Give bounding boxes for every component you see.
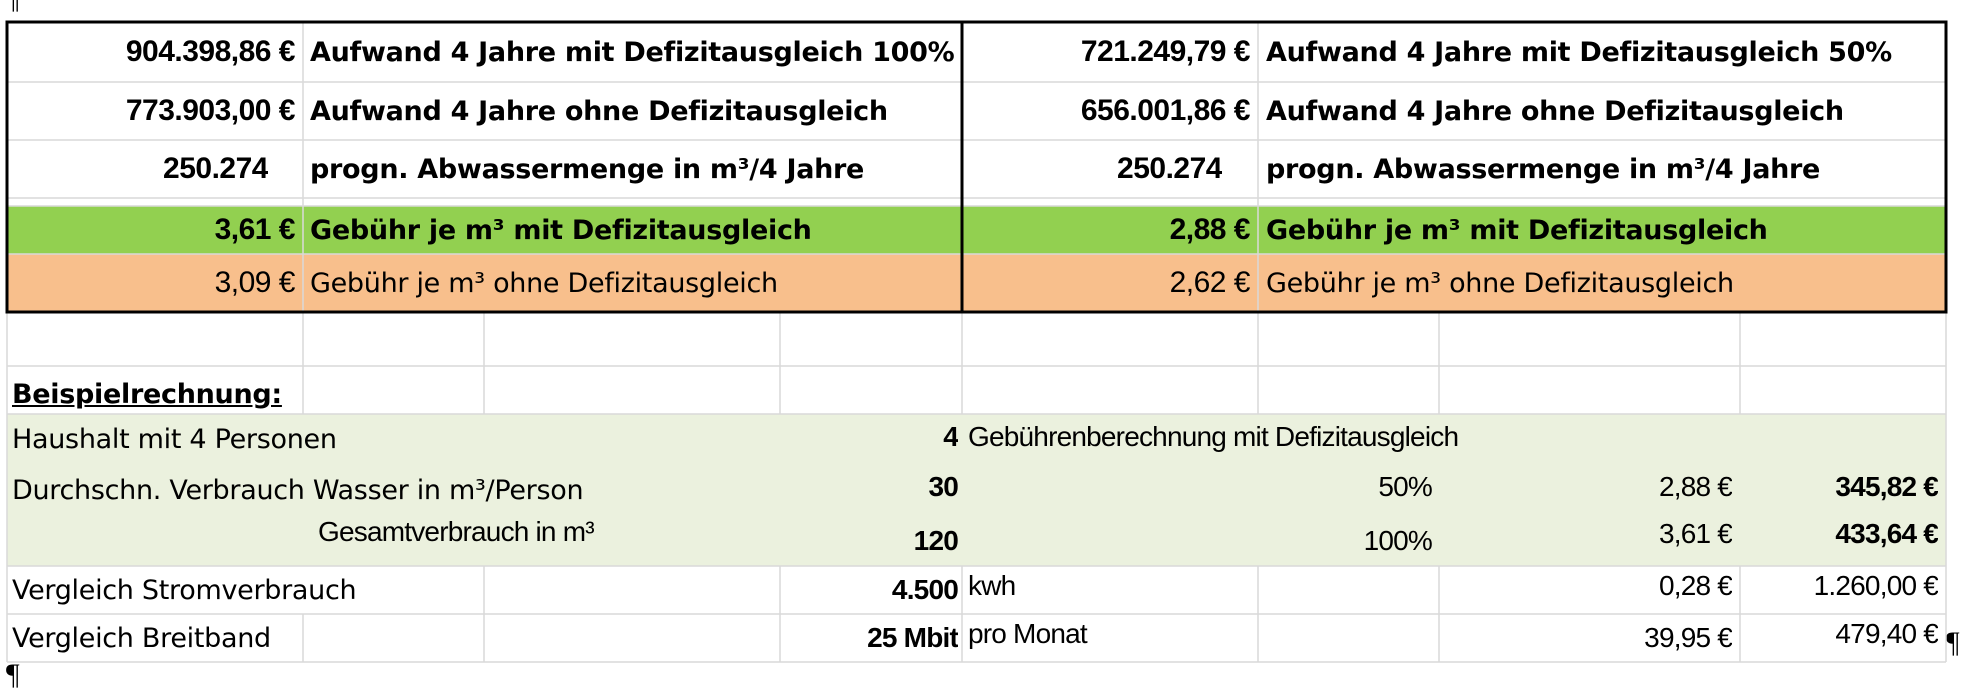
broadband-unit: pro Monat [968, 618, 1088, 649]
right-fee-with-deficit-value: 2,88 € [1169, 213, 1250, 246]
left-wastewater-volume-value: 250.274 [163, 152, 268, 185]
rate-50-percent: 50% [1378, 471, 1432, 502]
left-cost-with-deficit-value: 904.398,86 € [125, 35, 295, 68]
example-heading: Beispielrechnung: [12, 379, 282, 410]
right-cost-without-deficit-label: Aufwand 4 Jahre ohne Defizitausgleich [1266, 95, 1844, 127]
left-fee-without-deficit-value: 3,09 € [214, 266, 295, 299]
left-fee-with-deficit-label: Gebühr je m³ mit Defizitausgleich [310, 214, 812, 246]
broadband-comparison-label: Vergleich Breitband [12, 622, 271, 654]
left-wastewater-volume-label: progn. Abwassermenge in m³/4 Jahre [310, 153, 865, 185]
power-consumption-value: 4.500 [891, 574, 958, 605]
fee-100-percent: 3,61 € [1658, 518, 1732, 549]
broadband-rate: 39,95 € [1644, 622, 1732, 653]
right-fee-without-deficit-value: 2,62 € [1169, 266, 1250, 299]
broadband-total: 479,40 € [1835, 618, 1938, 649]
right-cost-with-deficit-value: 721.249,79 € [1080, 35, 1250, 68]
right-cost-without-deficit-value: 656.001,86 € [1080, 94, 1250, 127]
right-cost-with-deficit-label: Aufwand 4 Jahre mit Defizitausgleich 50% [1266, 36, 1892, 68]
power-total: 1.260,00 € [1813, 570, 1938, 601]
right-wastewater-volume-label: progn. Abwassermenge in m³/4 Jahre [1266, 153, 1821, 185]
power-comparison-label: Vergleich Stromverbrauch [12, 574, 357, 606]
paragraph-mark-right: ¶ [1946, 626, 1960, 659]
paragraph-mark-bottom: ¶ [6, 658, 20, 691]
left-fee-with-deficit-value: 3,61 € [214, 213, 295, 246]
total-consumption-value: 120 [913, 525, 958, 556]
broadband-speed-value: 25 Mbit [867, 622, 958, 653]
household-persons-value: 4 [943, 421, 958, 452]
fee-50-percent: 2,88 € [1658, 471, 1732, 502]
power-rate: 0,28 € [1658, 570, 1732, 601]
left-cost-with-deficit-label: Aufwand 4 Jahre mit Defizitausgleich 100… [310, 36, 955, 68]
total-100-percent: 433,64 € [1835, 518, 1938, 549]
right-fee-without-deficit-label: Gebühr je m³ ohne Defizitausgleich [1266, 267, 1734, 299]
power-unit: kwh [968, 570, 1016, 601]
left-cost-without-deficit-label: Aufwand 4 Jahre ohne Defizitausgleich [310, 95, 888, 127]
paragraph-mark-top: ¶ [6, 0, 20, 14]
total-consumption-label: Gesamtverbrauch in m³ [318, 516, 595, 547]
avg-consumption-label: Durchschn. Verbrauch Wasser in m³/Person [12, 474, 584, 506]
fee-calculation-note: Gebührenberechnung mit Defizitausgleich [968, 421, 1459, 452]
household-label: Haushalt mit 4 Personen [12, 423, 337, 455]
total-50-percent: 345,82 € [1835, 471, 1938, 502]
left-cost-without-deficit-value: 773.903,00 € [125, 94, 295, 127]
right-wastewater-volume-value: 250.274 [1117, 152, 1222, 185]
rate-100-percent: 100% [1363, 525, 1432, 556]
left-fee-without-deficit-label: Gebühr je m³ ohne Defizitausgleich [310, 267, 778, 299]
avg-consumption-value: 30 [928, 471, 958, 502]
right-fee-with-deficit-label: Gebühr je m³ mit Defizitausgleich [1266, 214, 1768, 246]
